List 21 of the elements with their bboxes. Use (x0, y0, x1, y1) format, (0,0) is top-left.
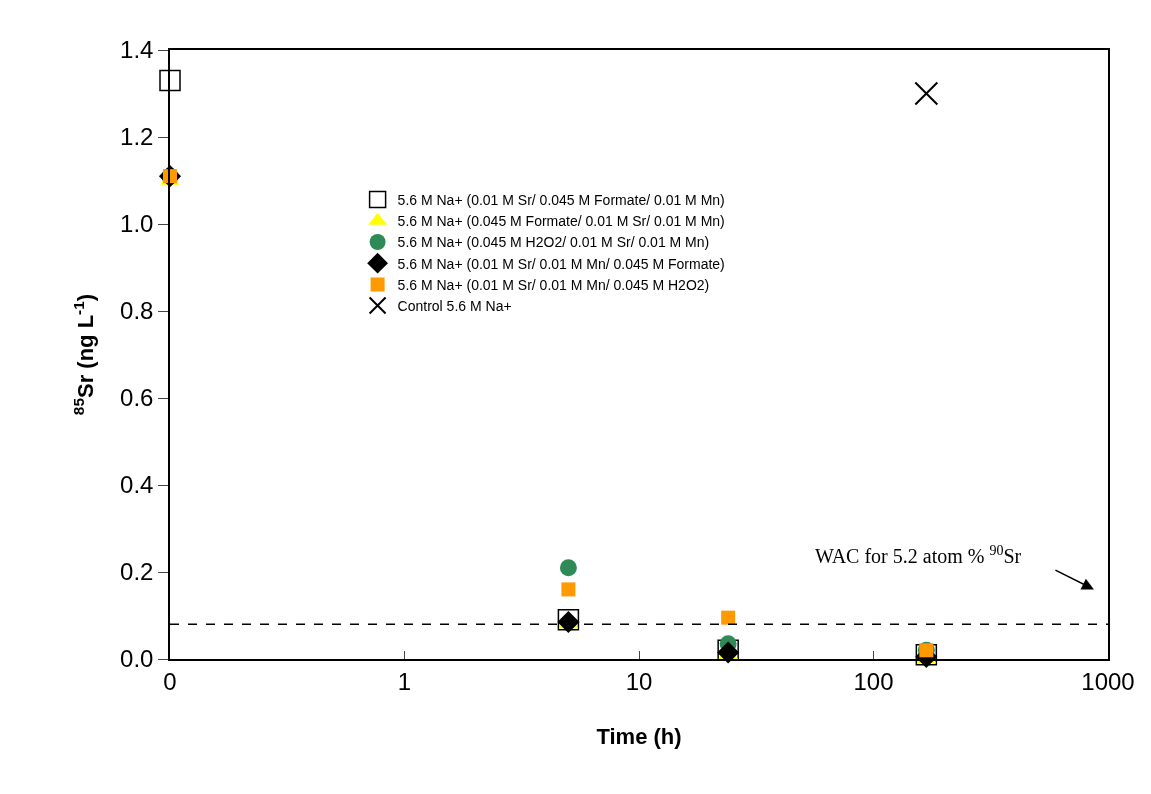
y-tick-label: 0.0 (120, 645, 154, 673)
x-tick-label: 1000 (1081, 667, 1135, 695)
y-tick-label: 0.2 (120, 558, 154, 586)
legend-label: Control 5.6 M Na+ (397, 298, 512, 315)
legend-label: 5.6 M Na+ (0.045 M Formate/ 0.01 M Sr/ 0.01 M Mn) (397, 213, 725, 230)
legend-label: 5.6 M Na+ (0.01 M Sr/ 0.045 M Formate/ 0.01 M Mn) (397, 192, 725, 209)
x-tick-label: 10 (625, 667, 653, 695)
x-tick-label: 1 (397, 667, 412, 695)
x-axis-title: Time (h) (596, 723, 682, 749)
y-tick-label: 0.6 (120, 384, 154, 412)
y-tick-label: 1.4 (120, 36, 154, 64)
y-tick-label: 0.4 (120, 471, 154, 499)
ref-line-label: WAC for 5.2 atom % $^{90}$Sr (815, 543, 1022, 568)
y-tick-label: 1.0 (120, 210, 154, 238)
x-tick-label: 100 (853, 667, 894, 695)
y-tick-label: 1.2 (120, 123, 154, 151)
x-tick-label: 0 (163, 667, 177, 695)
legend-label: 5.6 M Na+ (0.01 M Sr/ 0.01 M Mn/ 0.045 M H2O2) (397, 276, 710, 293)
y-tick-label: 0.8 (120, 297, 154, 325)
legend-label: 5.6 M Na+ (0.045 M H2O2/ 0.01 M Sr/ 0.01 M Mn) (397, 234, 710, 251)
legend-label: 5.6 M Na+ (0.01 M Sr/ 0.01 M Mn/ 0.045 M Formate) (397, 255, 725, 272)
